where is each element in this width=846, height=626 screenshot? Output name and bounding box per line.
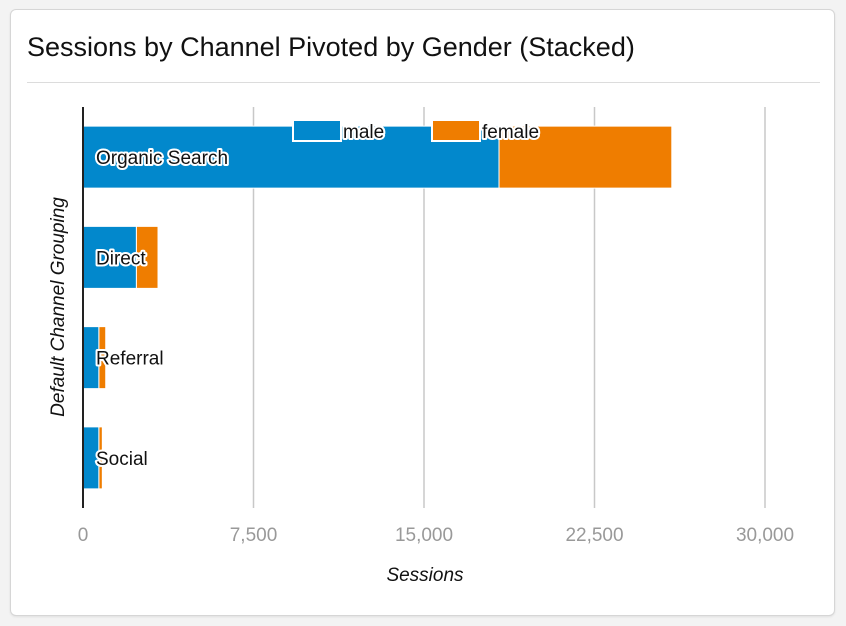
legend-swatch-male[interactable] [292,119,342,142]
chart-card: Sessions by Channel Pivoted by Gender (S… [10,9,835,616]
legend[interactable]: male female [292,119,541,145]
bar-male[interactable] [82,125,500,189]
title-divider [27,82,820,83]
category-label: Organic Search [96,148,228,169]
x-tick-label: 7,500 [230,525,278,546]
category-label: Referral [96,349,164,370]
bar-female[interactable] [98,426,103,490]
x-tick-label: 22,500 [565,525,623,546]
chart-title: Sessions by Channel Pivoted by Gender (S… [27,32,635,62]
legend-label-female[interactable]: female [480,120,541,145]
bar-female[interactable] [135,225,159,289]
x-axis-title: Sessions [386,565,464,586]
bar-female[interactable] [98,326,107,390]
category-label: Social [96,449,148,470]
legend-swatch-female[interactable] [431,119,481,142]
legend-label-male[interactable]: male [341,120,386,145]
axes: 0 7,500 15,000 22,500 30,000 [78,107,794,546]
x-tick-label: 15,000 [395,525,453,546]
x-tick-label: 0 [78,525,89,546]
category-label: Direct [96,248,146,269]
y-axis-title: Default Channel Grouping [48,197,69,417]
bar-female[interactable] [498,125,673,189]
category-labels: Organic Search Direct Referral Social [94,146,230,472]
bars [82,125,673,490]
x-tick-label: 30,000 [736,525,794,546]
bar-male[interactable] [82,225,137,289]
